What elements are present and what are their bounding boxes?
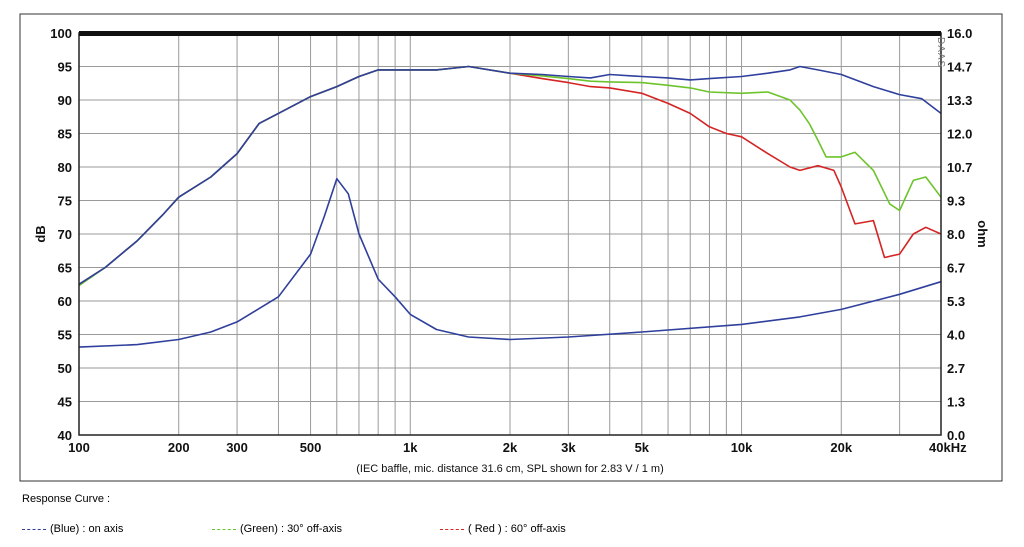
y-tick-label-right: 0.0 xyxy=(947,428,965,443)
x-tick-label: 1k xyxy=(403,440,418,455)
y-tick-label-right: 1.3 xyxy=(947,395,965,410)
x-tick-label: 2k xyxy=(503,440,518,455)
axis-labels: 100 200 300 500 1k 2k 3k 5k 10k 20k 40kHz 100 95 90 85… xyxy=(50,26,972,455)
chart-caption: (IEC baffle, mic. distance 31.6 cm, SPL … xyxy=(356,463,664,475)
y-tick-label-left: 85 xyxy=(58,127,72,142)
y-tick-label-left: 75 xyxy=(58,194,72,209)
legend-swatch-blue xyxy=(22,528,46,530)
y-tick-label-right: 10.7 xyxy=(947,160,972,175)
legend-item-green: (Green) : 30° off-axis xyxy=(212,523,342,535)
y-tick-label-left: 40 xyxy=(58,428,72,443)
x-tick-label: 300 xyxy=(226,440,248,455)
series-layer xyxy=(78,65,942,348)
x-tick-label: 100 xyxy=(68,440,90,455)
y-tick-label-right: 14.7 xyxy=(947,60,972,75)
y-tick-label-right: 12.0 xyxy=(947,127,972,142)
y-tick-label-right: 9.3 xyxy=(947,194,965,209)
legend-item-blue: (Blue) : on axis xyxy=(22,523,123,535)
y-tick-label-left: 95 xyxy=(58,60,72,75)
x-tick-label: 500 xyxy=(300,440,322,455)
x-tick-label: 3k xyxy=(561,440,576,455)
y-tick-label-left: 55 xyxy=(58,328,72,343)
y-tick-label-left: 80 xyxy=(58,160,72,175)
series-line-impedance xyxy=(78,177,942,348)
y-tick-label-right: 6.7 xyxy=(947,261,965,276)
y-tick-label-left: 90 xyxy=(58,93,72,108)
legend-title: Response Curve : xyxy=(22,493,111,505)
y-tick-label-right: 8.0 xyxy=(947,227,965,242)
legend-swatch-green xyxy=(212,528,236,530)
y-tick-label-left: 65 xyxy=(58,261,72,276)
x-tick-label: 20k xyxy=(830,440,852,455)
y-tick-label-right: 16.0 xyxy=(947,26,972,41)
y-tick-label-right: 4.0 xyxy=(947,328,965,343)
y-tick-label-left: 70 xyxy=(58,227,72,242)
x-tick-label: 40kHz xyxy=(929,440,967,455)
legend-swatch-red xyxy=(440,528,464,530)
y-tick-label-right: 13.3 xyxy=(947,93,972,108)
series-line-on-axis xyxy=(78,65,942,285)
y-tick-label-left: 100 xyxy=(50,26,72,41)
y-axis-left-title: dB xyxy=(33,225,48,242)
y-tick-label-left: 45 xyxy=(58,395,72,410)
y-tick-label-left: 50 xyxy=(58,361,72,376)
plot-top-band xyxy=(79,31,941,36)
daas-watermark: DAAS xyxy=(935,37,946,68)
legend-label-blue: (Blue) : on axis xyxy=(50,523,124,535)
y-tick-label-right: 2.7 xyxy=(947,361,965,376)
x-tick-label: 10k xyxy=(731,440,753,455)
legend-item-red: ( Red ) : 60° off-axis xyxy=(440,523,566,535)
y-axis-right-title: ohm xyxy=(975,220,990,247)
legend-label-red: ( Red ) : 60° off-axis xyxy=(468,523,566,535)
legend-label-green: (Green) : 30° off-axis xyxy=(240,523,343,535)
y-tick-label-right: 5.3 xyxy=(947,294,965,309)
x-tick-label: 200 xyxy=(168,440,190,455)
y-tick-label-left: 60 xyxy=(58,294,72,309)
x-tick-label: 5k xyxy=(635,440,650,455)
